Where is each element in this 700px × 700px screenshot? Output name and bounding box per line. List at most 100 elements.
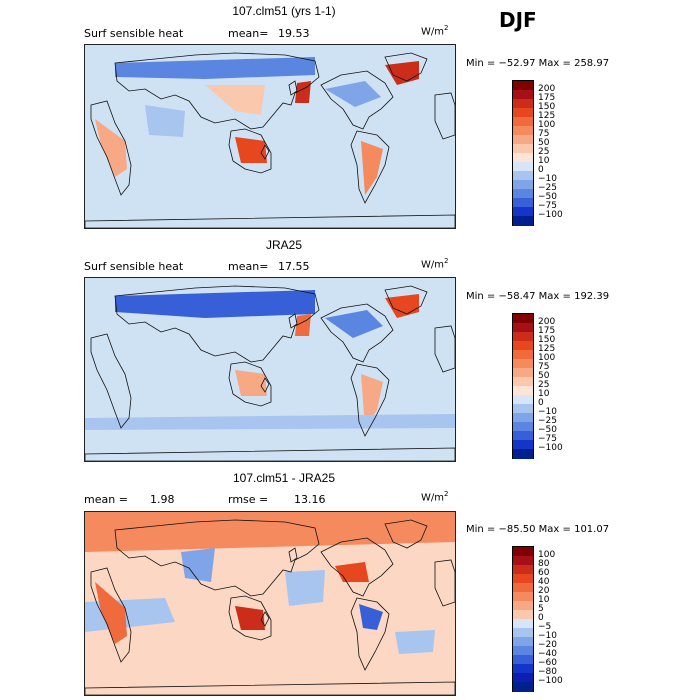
coastline	[288, 313, 298, 329]
colorbar-segment	[513, 368, 533, 378]
colorbar-segment	[513, 673, 533, 683]
panel-3-map	[84, 511, 456, 696]
colorbar-tick-label: 0	[538, 613, 544, 623]
colorbar-tick-label: −80	[538, 667, 557, 677]
coastline	[90, 100, 132, 196]
coastline	[434, 325, 455, 373]
colorbar-segment	[513, 216, 533, 226]
coastline	[228, 128, 272, 174]
panel-1-title: 107.clm51 (yrs 1-1)	[232, 4, 336, 18]
panel-3-min-max: Min = −85.50 Max = 101.07	[466, 524, 610, 535]
coastline	[228, 361, 272, 407]
colorbar-tick-label: 200	[538, 317, 556, 327]
colorbar-tick-label: 10	[538, 156, 550, 166]
field-contour-region	[361, 141, 383, 195]
coastline	[384, 519, 428, 549]
coastline	[260, 144, 270, 160]
colorbar-segment	[513, 628, 533, 638]
colorbar-segment	[513, 422, 533, 432]
colorbar-segment	[513, 180, 533, 190]
coastline	[260, 377, 270, 393]
colorbar-tick-label: 40	[538, 577, 550, 587]
panel-3-mean-value: 1.98	[150, 493, 175, 506]
coastline	[114, 285, 320, 363]
colorbar-tick-label: −100	[538, 443, 563, 453]
colorbar-segment	[513, 547, 533, 557]
colorbar-segment	[513, 449, 533, 459]
panel-2-mean-value: 17.55	[278, 260, 310, 273]
colorbar-tick-label: −75	[538, 434, 557, 444]
field-contour-region	[95, 582, 127, 644]
colorbar-tick-label: −50	[538, 425, 557, 435]
panel-2-units-base: W/m	[421, 259, 444, 271]
panel-1-mean-value: 19.53	[278, 27, 310, 40]
colorbar-tick-label: 25	[538, 147, 550, 157]
panel-3-title: 107.clm51 - JRA25	[232, 471, 336, 485]
colorbar-segment	[513, 592, 533, 602]
panel-3-colorbar	[512, 546, 534, 692]
field-contour-region	[115, 290, 315, 318]
colorbar-tick-label: 75	[538, 129, 550, 139]
colorbar-segment	[513, 440, 533, 450]
field-contour-region	[85, 414, 455, 430]
colorbar-tick-label: 100	[538, 353, 556, 363]
colorbar-tick-label: −10	[538, 407, 557, 417]
field-contour-region	[285, 570, 325, 606]
colorbar-segment	[513, 162, 533, 172]
colorbar-tick-label: 5	[538, 604, 544, 614]
coastline	[288, 80, 298, 96]
colorbar-segment	[513, 81, 533, 91]
colorbar-segment	[513, 350, 533, 360]
panel-2-map	[84, 277, 456, 462]
panel-1-min-max: Min = −52.97 Max = 258.97	[466, 58, 610, 69]
panel-3-units-exp: 2	[444, 490, 449, 498]
coastline	[320, 537, 394, 597]
panel-2-units: W/m2	[421, 257, 448, 270]
coastline	[384, 285, 428, 315]
colorbar-tick-label: 50	[538, 138, 550, 148]
colorbar-segment	[513, 171, 533, 181]
colorbar-segment	[513, 189, 533, 199]
colorbar-tick-label: −75	[538, 201, 557, 211]
panel-1-map	[84, 44, 456, 229]
colorbar-segment	[513, 601, 533, 611]
panel-1-colorbar	[512, 80, 534, 226]
colorbar-segment	[513, 583, 533, 593]
field-contour-region	[145, 105, 185, 137]
coastline	[85, 447, 455, 461]
colorbar-segment	[513, 646, 533, 656]
colorbar-segment	[513, 413, 533, 423]
colorbar-tick-label: −10	[538, 174, 557, 184]
colorbar-segment	[513, 108, 533, 118]
colorbar-segment	[513, 565, 533, 575]
field-contour-region	[85, 512, 455, 552]
coastline	[85, 214, 455, 228]
colorbar-tick-label: 100	[538, 120, 556, 130]
coastline	[434, 92, 455, 140]
colorbar-segment	[513, 377, 533, 387]
field-contour-region	[115, 57, 315, 79]
colorbar-segment	[513, 323, 533, 333]
coastline	[85, 681, 455, 695]
panel-1-units-exp: 2	[444, 24, 449, 32]
field-contour-region	[359, 604, 383, 630]
colorbar-segment	[513, 153, 533, 163]
colorbar-tick-label: 20	[538, 586, 550, 596]
colorbar-tick-label: −5	[538, 622, 552, 632]
field-contour-region	[235, 137, 267, 163]
panel-2-title: JRA25	[265, 238, 303, 252]
colorbar-tick-label: 50	[538, 371, 550, 381]
colorbar-tick-label: −40	[538, 649, 557, 659]
season-label: DJF	[499, 8, 537, 32]
colorbar-segment	[513, 314, 533, 324]
field-contour-region	[205, 85, 265, 115]
coastline	[288, 547, 298, 563]
colorbar-tick-label: −50	[538, 192, 557, 202]
colorbar-segment	[513, 332, 533, 342]
colorbar-segment	[513, 90, 533, 100]
panel-2-variable: Surf sensible heat	[84, 260, 184, 273]
panel-3-mean-label: mean =	[84, 493, 128, 506]
colorbar-segment	[513, 207, 533, 217]
colorbar-tick-label: −25	[538, 416, 557, 426]
colorbar-segment	[513, 198, 533, 208]
